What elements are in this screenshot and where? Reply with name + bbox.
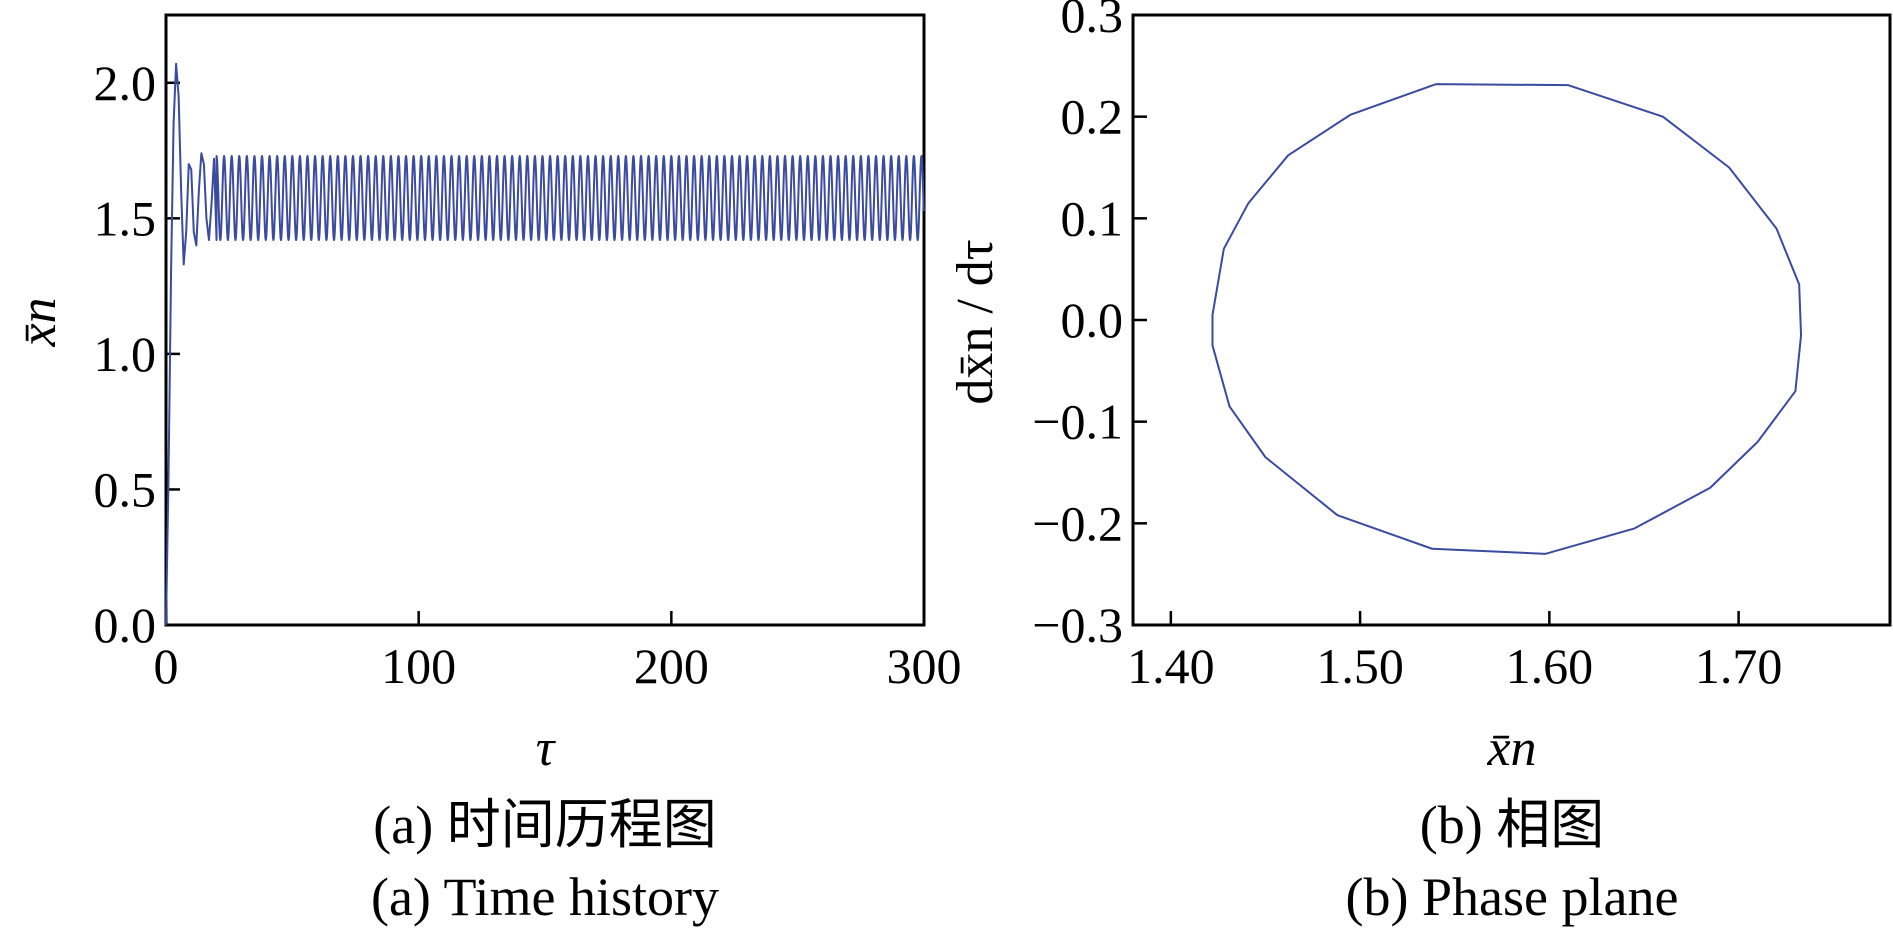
x-axis-label-b: x̄n: [1486, 720, 1536, 777]
y-axis-label-a: x̄n: [10, 297, 67, 347]
x-tick-label: 100: [381, 638, 456, 694]
x-tick-label: 1.70: [1695, 638, 1783, 694]
x-tick-label: 1.50: [1316, 638, 1404, 694]
x-tick-label: 1.40: [1127, 638, 1215, 694]
panel-time-history: 0 100 200 300 0.0 0.5 1.0 1.5 2.0 τ x̄n (a) 时间历程…: [10, 13, 962, 927]
y-tick-label: 0.5: [94, 461, 157, 517]
x-tick-label: 1.60: [1506, 638, 1594, 694]
panel-phase-plane: 1.40 1.50 1.60 1.70 −0.3 −0.2 −0.1 0.0 0.1 0.2 0.3…: [947, 0, 1892, 927]
caption-cn-a: (a) 时间历程图: [373, 795, 716, 855]
y-tick-label: 1.5: [94, 190, 157, 246]
y-tick-label: 0.2: [1061, 89, 1124, 145]
series-line-a: [165, 62, 925, 626]
y-tick-label: −0.1: [1032, 394, 1123, 450]
caption-cn-b: (b) 相图: [1420, 795, 1604, 855]
series-line-b: [1211, 83, 1803, 555]
x-tick-label: 0: [154, 638, 179, 694]
y-tick-label: 0.0: [1061, 292, 1124, 348]
plot-frame-a: [164, 13, 926, 627]
y-tick-label: 0.3: [1061, 0, 1124, 43]
x-axis-label-a: τ: [536, 720, 557, 777]
caption-en-a: (a) Time history: [371, 867, 719, 927]
y-tick-label: −0.2: [1032, 495, 1123, 551]
x-tick-label: 200: [634, 638, 709, 694]
y-tick-label: 2.0: [94, 55, 157, 111]
y-axis-label-b: dx̄n / dτ: [947, 239, 1004, 404]
y-tick-label: 0.1: [1061, 190, 1124, 246]
caption-en-b: (b) Phase plane: [1346, 867, 1679, 927]
y-tick-label: 1.0: [94, 326, 157, 382]
ticks-a: 0 100 200 300 0.0 0.5 1.0 1.5 2.0: [94, 55, 962, 694]
plot-frame-b: [1131, 13, 1892, 627]
x-tick-label: 300: [887, 638, 962, 694]
y-tick-label: 0.0: [94, 597, 157, 653]
y-tick-label: −0.3: [1032, 597, 1123, 653]
ticks-b: 1.40 1.50 1.60 1.70 −0.3 −0.2 −0.1 0.0 0.1 0.2 0.3: [1032, 0, 1782, 694]
